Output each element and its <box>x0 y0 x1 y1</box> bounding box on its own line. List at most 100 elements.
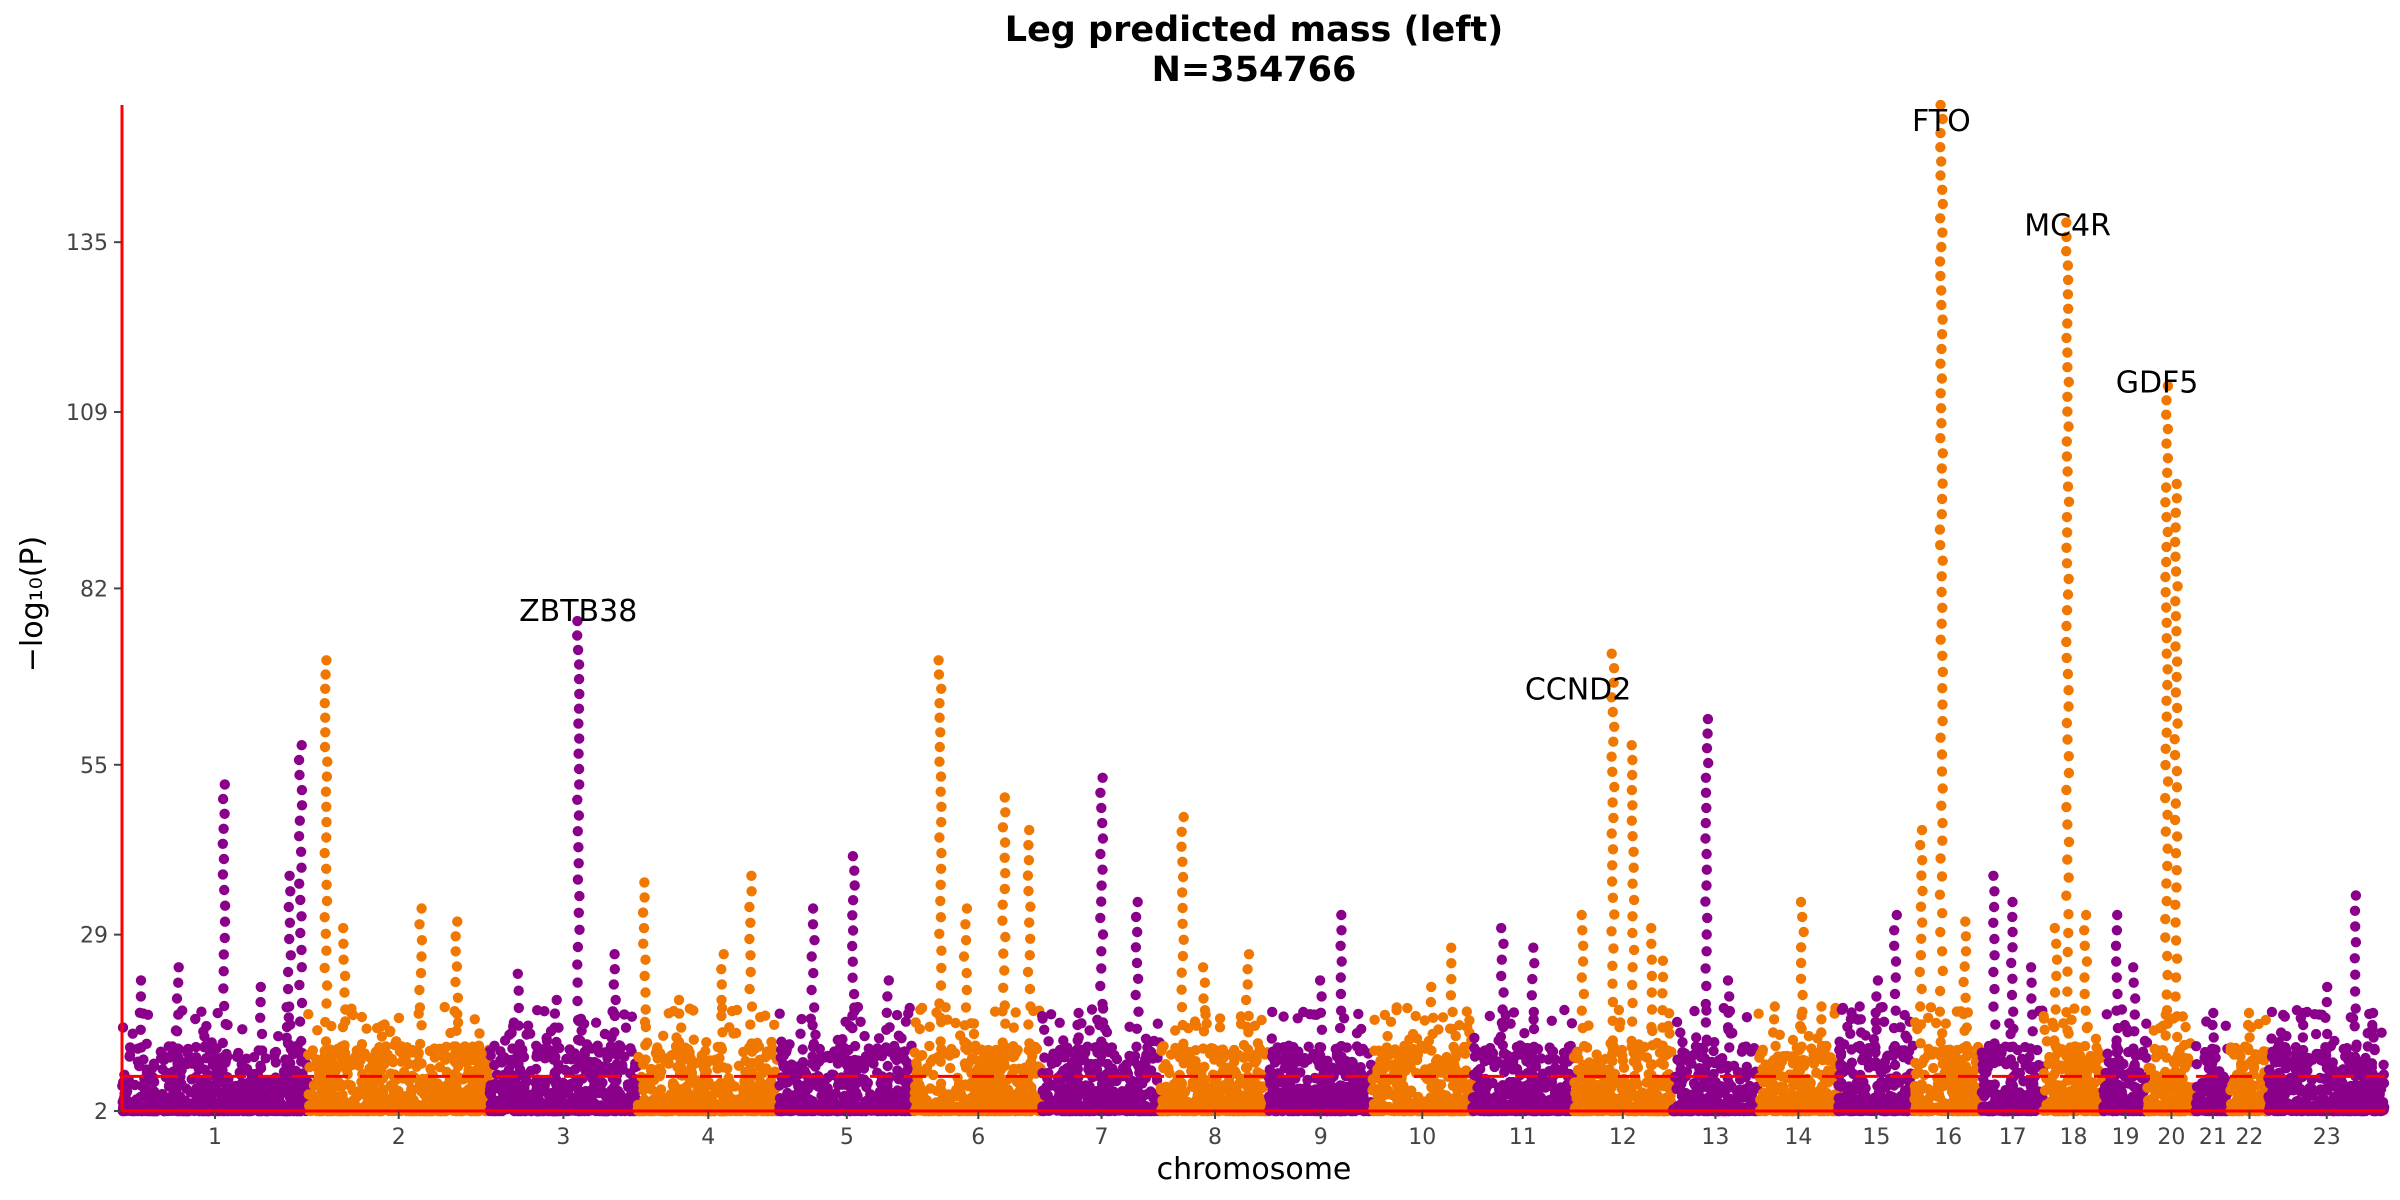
data-point <box>351 1045 362 1056</box>
data-point <box>590 1017 602 1028</box>
data-point <box>774 1093 786 1104</box>
data-point <box>1039 1024 1050 1036</box>
data-point <box>452 1017 464 1028</box>
data-point <box>238 1065 250 1076</box>
data-point <box>158 1092 169 1104</box>
data-point <box>393 1012 405 1024</box>
data-point <box>797 1044 808 1055</box>
data-point <box>891 1009 903 1021</box>
data-point <box>688 1005 699 1016</box>
data-point <box>626 1011 638 1022</box>
data-point <box>293 1087 304 1098</box>
data-point <box>723 1072 734 1084</box>
data-point <box>502 1076 514 1088</box>
data-point <box>871 1050 883 1061</box>
data-point <box>303 1009 314 1020</box>
data-point <box>1007 1051 1018 1063</box>
data-point <box>489 1040 500 1052</box>
data-point <box>1484 1010 1496 1022</box>
data-point <box>1010 1007 1021 1018</box>
data-point <box>619 1051 630 1062</box>
data-point <box>924 1021 935 1032</box>
data-point <box>793 1081 804 1092</box>
data-point <box>1145 1086 1156 1097</box>
data-point <box>1519 1028 1530 1039</box>
data-point <box>924 1040 935 1052</box>
data-point <box>474 1028 485 1039</box>
data-point <box>491 1069 503 1080</box>
data-point <box>1086 1004 1098 1015</box>
data-point <box>425 1063 436 1075</box>
data-point <box>1372 1064 1383 1075</box>
data-point <box>233 1047 244 1059</box>
data-point <box>1437 1012 1449 1023</box>
data-point <box>1223 1062 1234 1073</box>
data-point <box>1531 1090 1542 1101</box>
data-point <box>796 1013 807 1025</box>
data-point <box>1348 1081 1359 1093</box>
data-point <box>594 1047 606 1058</box>
data-point <box>273 1031 284 1042</box>
data-point <box>334 1093 345 1104</box>
data-point <box>774 1080 785 1091</box>
data-point <box>1043 1036 1054 1047</box>
data-point <box>586 1089 597 1100</box>
data-point <box>485 1080 496 1091</box>
data-point <box>769 1019 780 1030</box>
data-point <box>399 1066 410 1078</box>
data-point <box>1309 1072 1321 1084</box>
data-point <box>1278 1011 1289 1022</box>
data-point <box>1559 1004 1570 1016</box>
data-point <box>1084 1025 1095 1036</box>
data-point <box>901 1073 912 1084</box>
data-point <box>656 1066 667 1078</box>
data-point <box>534 1095 545 1106</box>
data-point <box>655 1051 666 1063</box>
data-point <box>914 1091 925 1102</box>
data-point <box>1469 1051 1481 1062</box>
data-point <box>1012 1099 1023 1110</box>
data-point <box>755 1077 766 1088</box>
data-point <box>730 1027 742 1039</box>
data-point <box>1546 1015 1558 1026</box>
data-point <box>432 1086 443 1098</box>
data-point <box>483 1070 494 1082</box>
data-point <box>701 1037 712 1048</box>
data-point <box>729 1081 740 1092</box>
data-point <box>1445 1093 1457 1104</box>
data-point <box>755 1012 766 1023</box>
data-point <box>539 1053 551 1064</box>
data-point <box>1375 1093 1386 1104</box>
data-point <box>330 1048 342 1059</box>
data-point <box>1111 1054 1123 1065</box>
data-point <box>840 1056 851 1068</box>
data-point <box>463 1066 474 1077</box>
data-point <box>915 1004 926 1015</box>
data-point <box>778 1061 789 1072</box>
data-point <box>1411 1033 1423 1044</box>
data-point <box>692 1057 703 1069</box>
data-point <box>190 1059 201 1070</box>
data-point <box>1214 1013 1226 1024</box>
data-point <box>439 1001 450 1013</box>
data-point <box>737 1096 749 1107</box>
data-point <box>1468 1069 1480 1080</box>
data-point <box>1367 1074 1378 1085</box>
data-point <box>1053 1090 1065 1101</box>
data-point <box>485 1089 497 1101</box>
data-point <box>434 1061 446 1073</box>
data-point <box>212 1007 223 1019</box>
data-point <box>1156 1045 1167 1057</box>
data-point <box>788 1064 799 1076</box>
data-point <box>1387 1090 1398 1101</box>
data-point <box>1233 1049 1245 1061</box>
data-point <box>1356 1023 1367 1035</box>
data-point <box>124 1050 136 1061</box>
data-point <box>1299 1057 1310 1069</box>
data-point <box>1566 1018 1578 1029</box>
data-point <box>1375 1046 1386 1058</box>
data-point <box>396 1056 407 1068</box>
data-point <box>319 1045 330 1057</box>
data-point <box>810 1029 821 1041</box>
data-point <box>1063 1093 1074 1105</box>
